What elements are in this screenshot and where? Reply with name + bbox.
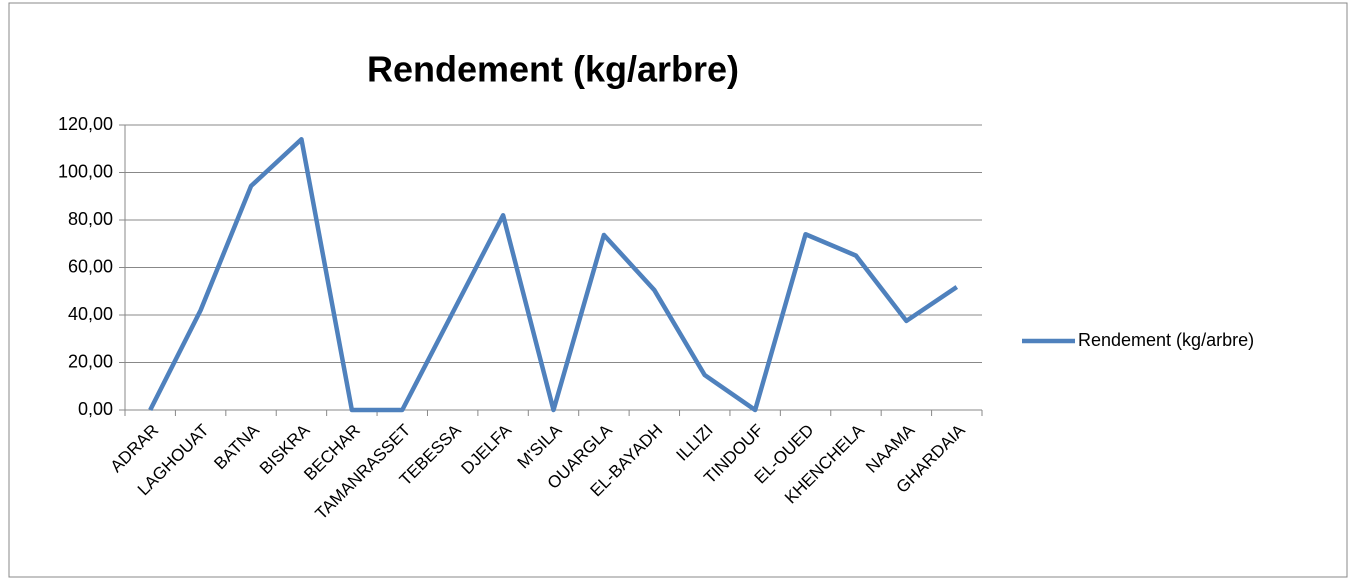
chart-title: Rendement (kg/arbre) [367, 49, 739, 90]
series-line [148, 137, 959, 413]
y-tick-label: 60,00 [68, 256, 113, 276]
y-tick-label: 100,00 [58, 161, 113, 181]
legend-label: Rendement (kg/arbre) [1078, 330, 1254, 350]
y-tick-label: 0,00 [78, 399, 113, 419]
chart-border [8, 2, 1348, 578]
y-tick-label: 80,00 [68, 209, 113, 229]
y-tick-label: 40,00 [68, 304, 113, 324]
y-tick-label: 20,00 [68, 351, 113, 371]
y-tick-label: 120,00 [58, 114, 113, 134]
